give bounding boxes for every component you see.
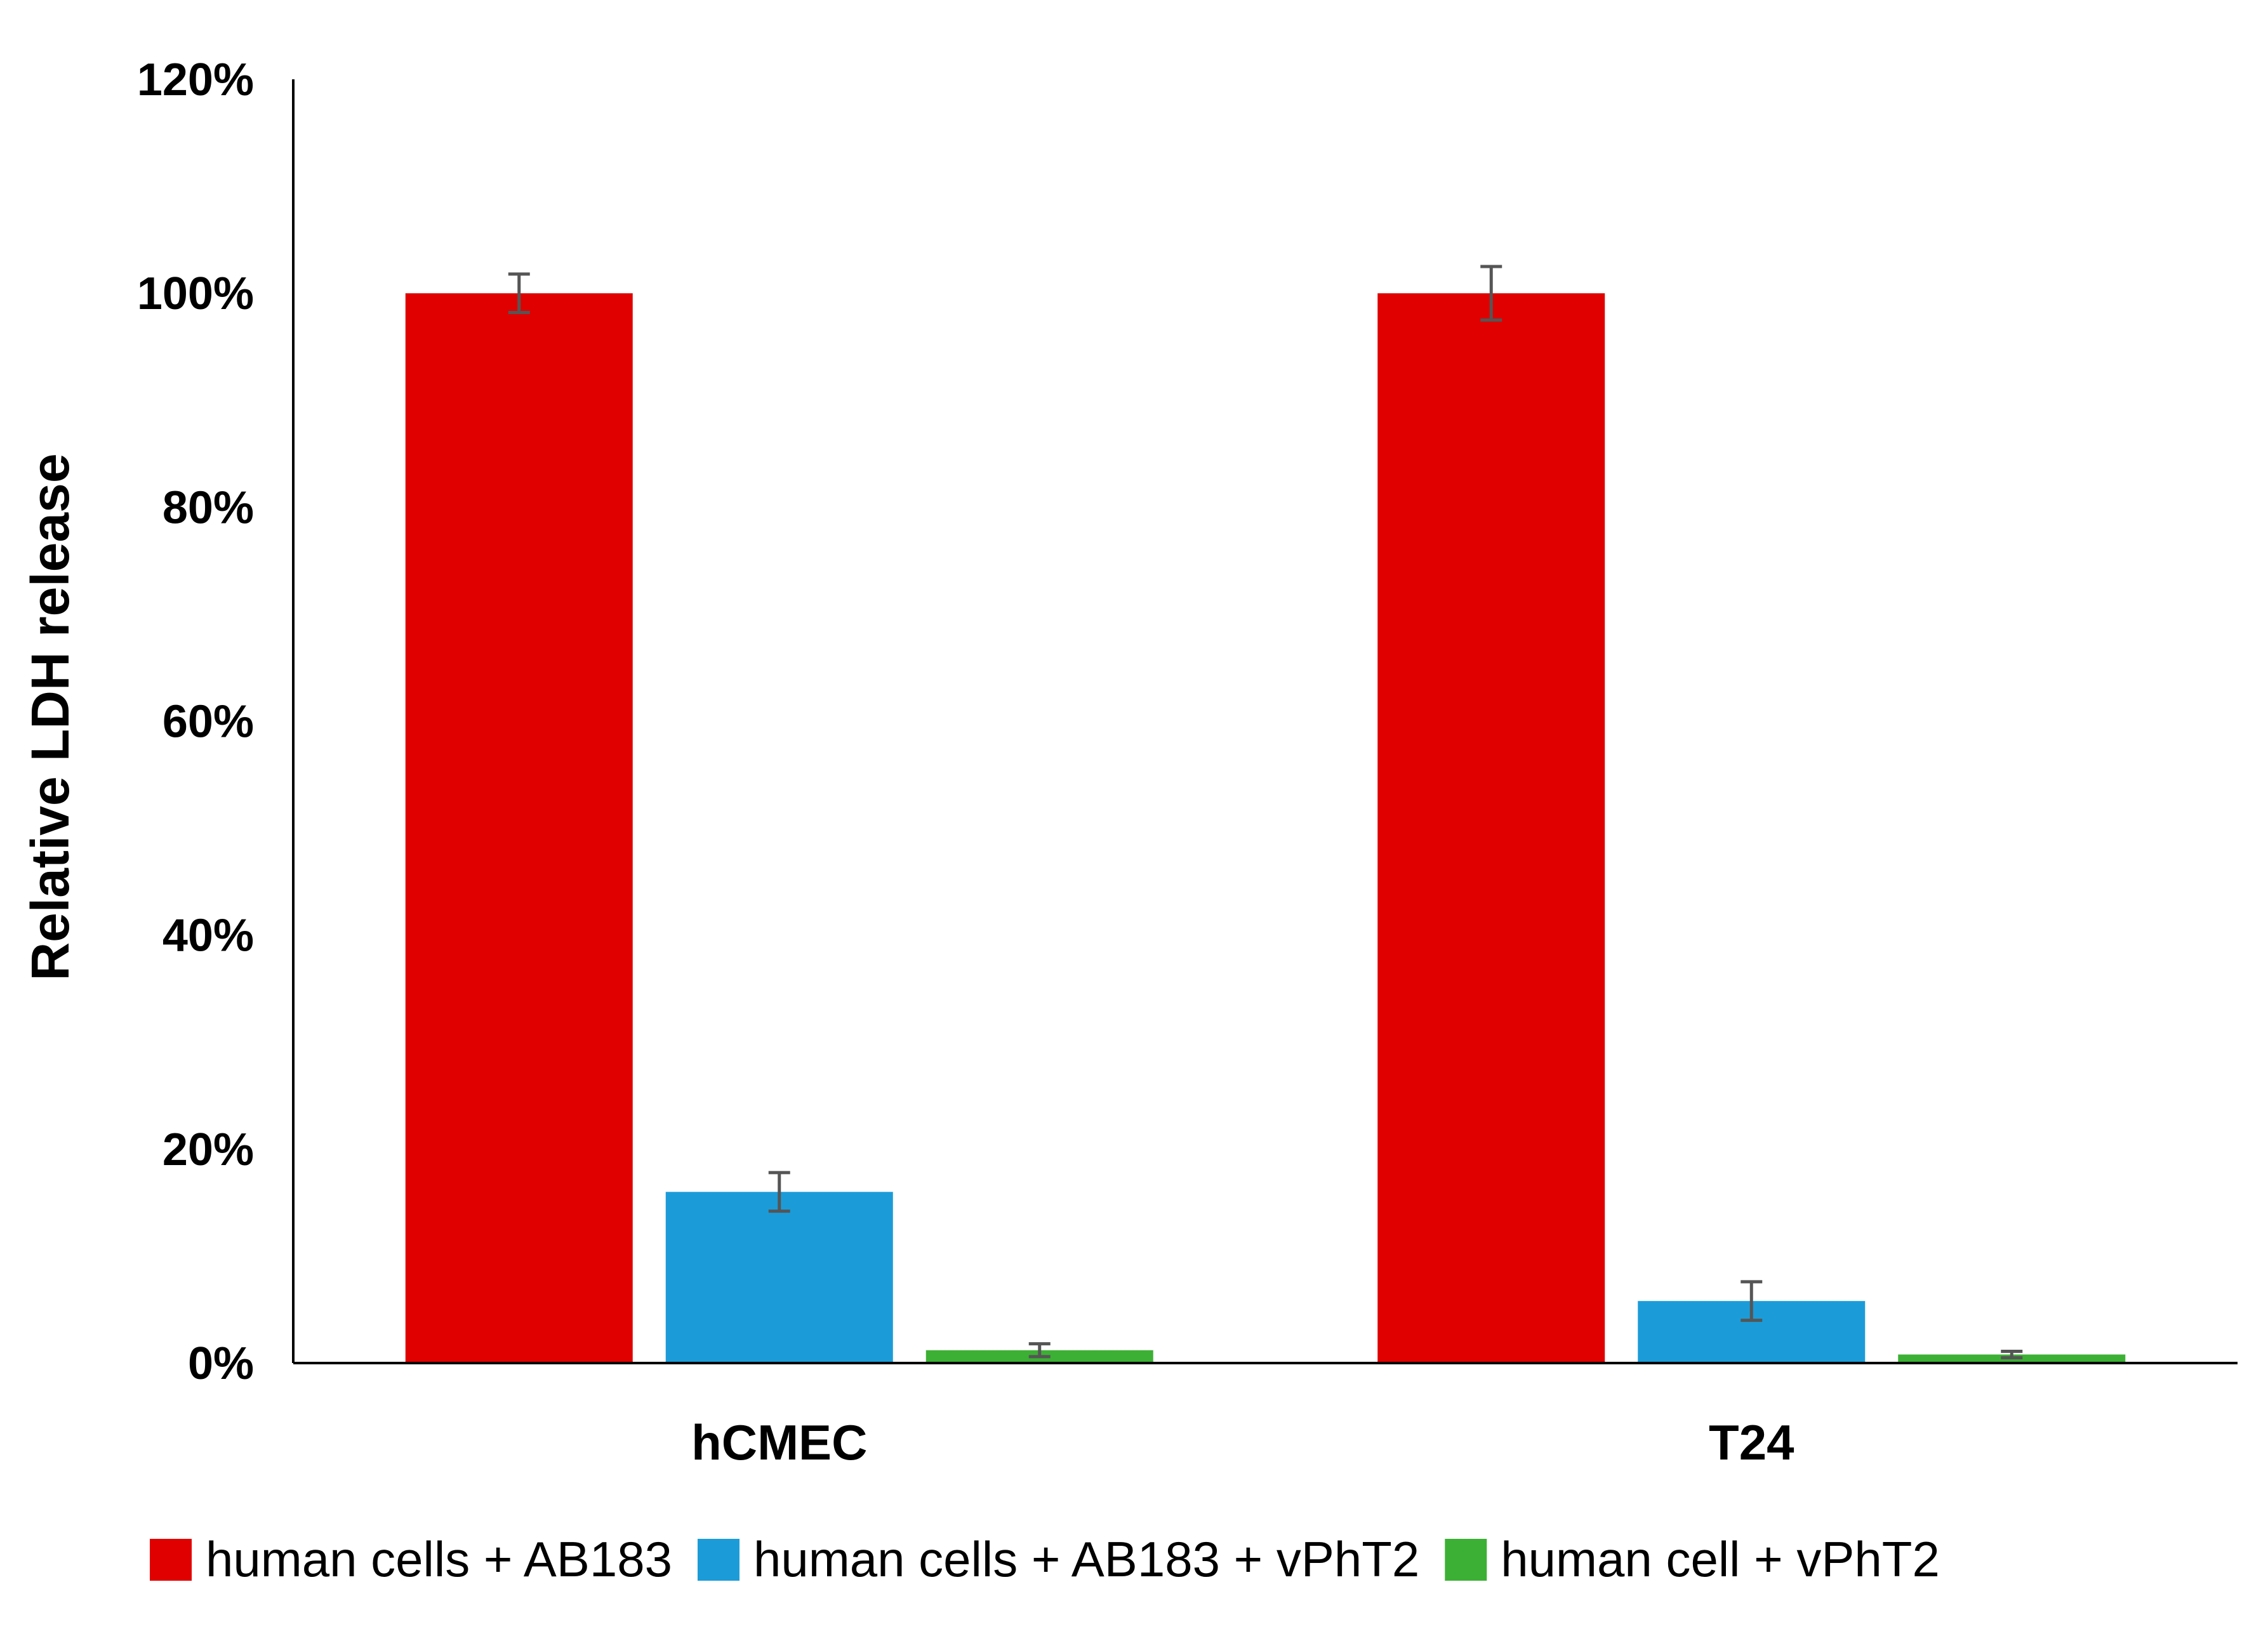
y-tick-label: 80% [162, 482, 254, 533]
legend-swatch [150, 1539, 192, 1581]
error-bar [768, 1171, 790, 1213]
x-category-label: hCMEC [691, 1414, 867, 1470]
y-tick-label: 40% [162, 911, 254, 961]
axes [292, 79, 2238, 1364]
bar [1377, 293, 1605, 1364]
bar-series [405, 293, 2126, 1364]
legend-label: human cells + AB183 + vPhT2 [753, 1531, 1419, 1587]
legend-label: human cells + AB183 [206, 1531, 672, 1587]
legend: human cells + AB183 human cells + AB183 +… [150, 1531, 1940, 1587]
error-bars [508, 265, 2023, 1360]
bar [405, 293, 633, 1364]
y-tick-label: 60% [162, 697, 254, 748]
error-bar [1741, 1280, 1763, 1322]
legend-label: human cell + vPhT2 [1501, 1531, 1940, 1587]
error-bar [1480, 265, 1502, 322]
y-tick-label: 100% [137, 268, 254, 319]
error-bar [1028, 1342, 1051, 1359]
error-bar [2001, 1349, 2023, 1360]
legend-item: human cells + AB183 + vPhT2 [697, 1531, 1419, 1587]
y-tick-label: 120% [137, 55, 254, 105]
y-tick-label: 0% [188, 1338, 254, 1389]
y-axis-title: Relative LDH release [20, 453, 80, 980]
y-tick-label: 20% [162, 1124, 254, 1175]
y-axis-ticks: 0% 20% 40% 60% 80% 100% 120% [137, 55, 254, 1389]
bar [665, 1192, 893, 1363]
legend-item: human cell + vPhT2 [1445, 1531, 1940, 1587]
y-axis-title-group: Relative LDH release [20, 453, 80, 980]
legend-item: human cells + AB183 [150, 1531, 672, 1587]
legend-swatch [697, 1539, 739, 1581]
x-category-label: T24 [1709, 1414, 1794, 1470]
legend-swatch [1445, 1539, 1487, 1581]
error-bar [508, 272, 530, 315]
x-axis-categories: hCMEC T24 [691, 1414, 1794, 1470]
